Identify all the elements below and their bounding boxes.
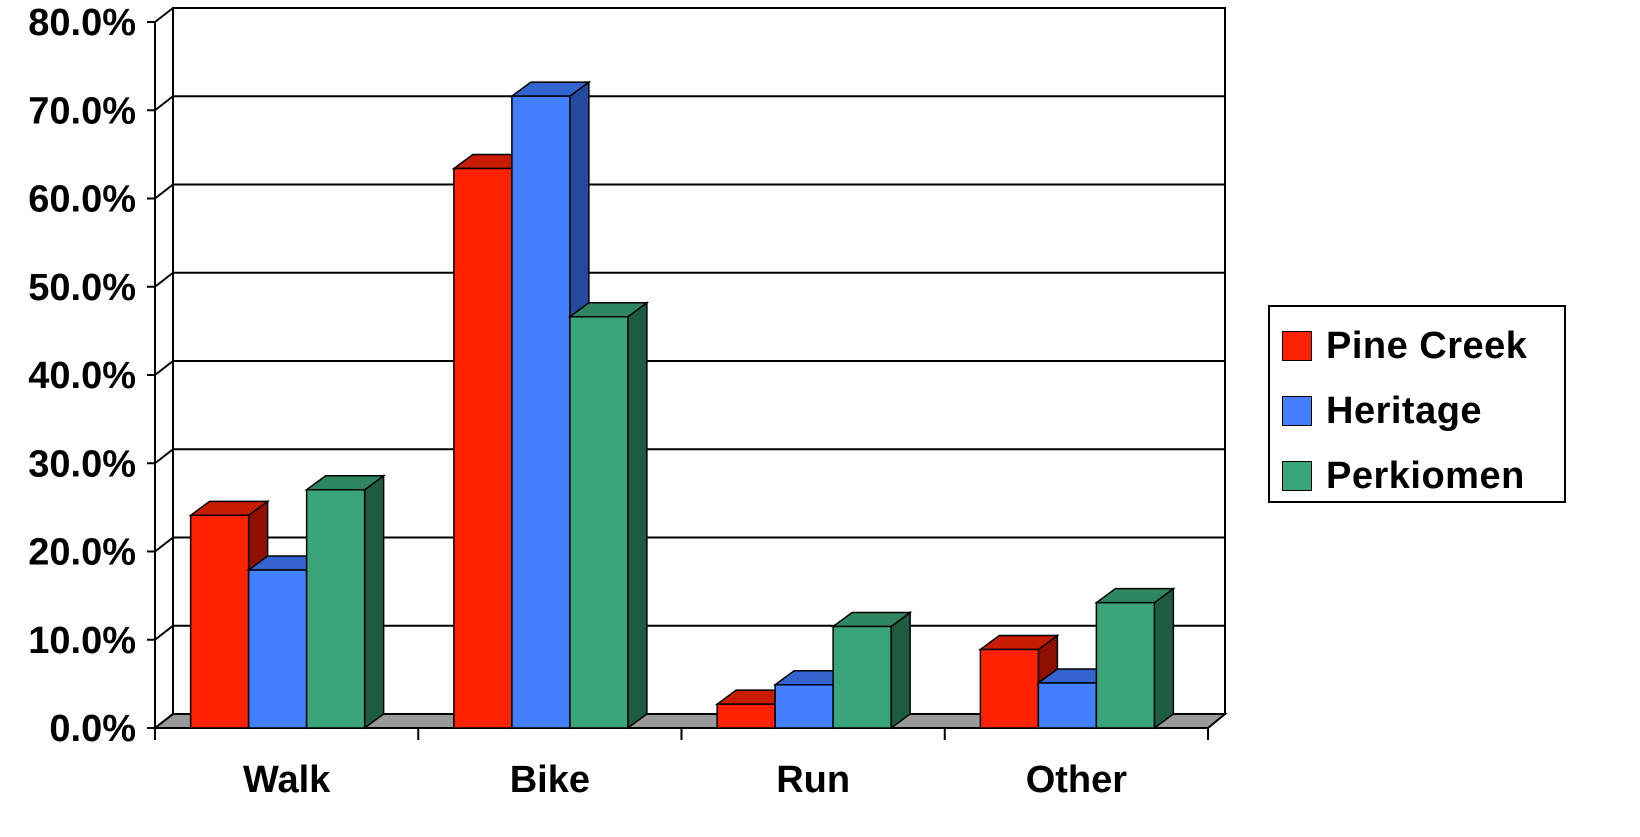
bars (188, 80, 1176, 730)
x-category-label: Walk (243, 759, 331, 801)
legend-item-perkiomen: Perkiomen (1282, 453, 1525, 499)
side-wall-line (154, 448, 174, 465)
bar-side-face (363, 474, 385, 730)
legend-label: Heritage (1326, 389, 1483, 432)
side-wall-line (154, 7, 174, 23)
legend-item-heritage: Heritage (1282, 388, 1482, 434)
bar-front-face (716, 703, 776, 729)
bar (304, 474, 386, 730)
side-wall-line (154, 95, 174, 112)
legend-label: Perkiomen (1326, 454, 1525, 497)
legend-item-pine-creek: Pine Creek (1282, 323, 1527, 369)
bar-front-face (979, 648, 1040, 729)
y-tick-label: 0.0% (49, 708, 136, 750)
bar-front-face (511, 95, 571, 729)
bar-front-face (1095, 601, 1156, 729)
bar-side-face (627, 301, 648, 730)
bar-front-face (774, 684, 834, 729)
x-category-label: Other (1026, 759, 1128, 801)
bar-side-face (890, 611, 911, 730)
y-tick-label: 40.0% (28, 355, 136, 397)
side-wall-line (154, 360, 174, 376)
y-tick-label: 50.0% (28, 267, 136, 309)
x-category-label: Run (776, 759, 850, 801)
legend-swatch-pine-creek (1282, 331, 1312, 361)
legend-swatch-perkiomen (1282, 461, 1312, 491)
bar-front-face (1037, 682, 1098, 729)
side-wall-line (154, 624, 174, 641)
legend: Pine Creek Heritage Perkiomen (1268, 305, 1566, 503)
side-wall-line (154, 713, 174, 729)
y-tick-label: 20.0% (28, 532, 136, 574)
y-tick-label: 60.0% (28, 179, 136, 221)
y-tick-label: 30.0% (28, 443, 136, 485)
side-wall-line (154, 183, 174, 200)
bar-front-face (247, 569, 308, 729)
bar-front-face (569, 316, 629, 729)
bar (830, 611, 913, 730)
side-wall-line (154, 536, 174, 553)
y-tick-label: 70.0% (28, 90, 136, 132)
legend-label: Pine Creek (1326, 324, 1528, 367)
legend-swatch-heritage (1282, 396, 1312, 426)
bar-front-face (453, 167, 513, 729)
bar-front-face (832, 625, 892, 729)
bar-front-face (305, 488, 366, 729)
x-axis-labels: Walk Bike Run Other (243, 759, 1127, 801)
side-wall-line (154, 271, 174, 288)
bar-front-face (189, 514, 250, 729)
bar (1094, 587, 1176, 730)
y-tick-label: 80.0% (28, 2, 136, 44)
bar (188, 499, 270, 730)
bar (567, 301, 650, 730)
bar-side-face (1153, 587, 1175, 730)
x-category-label: Bike (510, 759, 590, 801)
y-tick-label: 10.0% (28, 620, 136, 662)
